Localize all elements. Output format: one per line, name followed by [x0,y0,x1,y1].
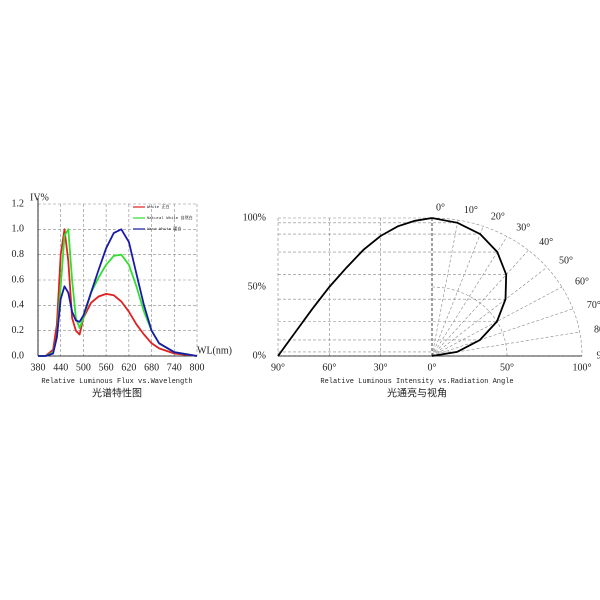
chart-title: Relative Luminous Intensity vs.Radiation… [320,378,513,386]
angle-tick-label: 90° [597,350,600,361]
x-tick-label: 440 [53,362,68,373]
grid-ray [431,236,508,357]
y-tick-label: 0.2 [12,325,25,336]
angle-tick-label: 20° [491,212,505,223]
x-tick-label: 680 [144,362,159,373]
grid-ray [431,250,529,357]
chart-subtitle: 光谱特性图 [92,386,142,399]
y-tick-label: 0.6 [12,274,25,285]
legend-label: White 正白 [147,203,169,210]
grid-ray [431,226,484,357]
grid-ray [431,286,563,357]
y-tick-label: 0.0 [12,350,25,361]
y-tick-label: 100% [243,212,266,223]
y-tick-label: 1.2 [12,198,25,209]
x-tick-label: 740 [167,362,182,373]
grid-ray [431,267,548,357]
y-tick-label: 0% [253,350,266,361]
x-tick-label: 60° [322,362,336,373]
legend-label: Natural White 自然白 [147,214,193,221]
angle-tick-label: 60° [575,276,589,287]
x-tick-label: 560 [99,362,114,373]
x-axis-label: WL(nm) [197,345,232,356]
x-tick-label: 800 [190,362,205,373]
r-tick-label: 50° [500,362,514,373]
y-tick-label: 50% [248,281,266,292]
chart-title: Relative Luminous Flux vs.Wavelength [41,378,192,386]
r-tick-label: 100° [573,362,592,373]
y-tick-label: 0.4 [12,300,25,311]
x-tick-label: 620 [121,362,136,373]
grid-ray [431,220,459,357]
legend-label: Warm White 暖白 [147,225,181,232]
x-tick-label: 90° [271,362,285,373]
x-tick-label: 380 [31,362,46,373]
x-tick-label: 0° [428,362,437,373]
series-line [38,228,198,357]
series-line [38,228,198,357]
angle-tick-label: 50° [559,255,573,266]
chart-subtitle: 光通亮与视角 [387,386,447,399]
angle-tick-label: 80° [594,325,600,336]
grid-arc [431,217,583,357]
angle-tick-label: 40° [539,237,553,248]
x-tick-label: 500 [76,362,91,373]
angle-tick-label: 30° [516,222,530,233]
y-tick-label: 0.8 [12,249,25,260]
angle-tick-label: 10° [464,205,478,216]
angle-tick-label: 70° [587,300,600,311]
angle-tick-label: 0° [436,203,445,214]
x-tick-label: 30° [374,362,388,373]
y-tick-label: 1.0 [12,224,25,235]
polar-curve [431,217,508,357]
intensity-curve [277,217,433,357]
grid-arc [431,286,508,357]
y-axis-label: IV% [30,192,49,203]
